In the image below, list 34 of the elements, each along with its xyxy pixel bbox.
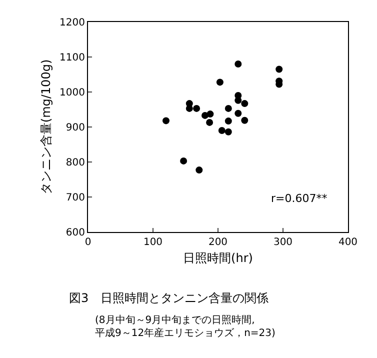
y-tick-label: 700: [66, 192, 85, 204]
point: [206, 110, 214, 118]
point: [193, 104, 200, 112]
y-tick-label: 800: [66, 158, 85, 168]
y-tick-label: 1100: [60, 52, 85, 64]
point: [276, 66, 283, 73]
y-tick-label: 600: [66, 228, 85, 238]
point: [234, 110, 242, 117]
annotation: r=0.607**: [271, 192, 328, 205]
x-tick-label: 400: [338, 237, 358, 248]
point: [234, 96, 242, 104]
point: [234, 60, 242, 68]
point: [162, 117, 170, 124]
point: [196, 166, 203, 174]
point: [241, 100, 248, 108]
point: [224, 128, 232, 136]
y-tick-label: 1000: [60, 88, 85, 98]
y-tick-label: 1200: [60, 18, 85, 28]
x-tick-label: 0: [84, 237, 92, 248]
point: [224, 118, 232, 125]
point: [206, 118, 214, 126]
x-tick-label: 100: [143, 237, 163, 248]
y-axis-title: タンニン含量(mg/100g): [38, 59, 53, 195]
point: [218, 127, 226, 134]
text: 図3 日照時間とタンニン含量の関係: [69, 291, 269, 305]
point: [241, 116, 248, 124]
x-tick-label: 300: [273, 237, 293, 248]
point: [224, 104, 232, 112]
x-tick-label: 200: [208, 237, 228, 248]
y-tick-label: 900: [66, 122, 85, 134]
x-axis-title: 日照時間(hr): [183, 250, 253, 265]
text: (8月中旬～9月中旬までの日照時間, 平成9～12年産エリモショウズ，n=23): [95, 314, 276, 339]
point: [180, 157, 188, 164]
point: [216, 78, 224, 86]
